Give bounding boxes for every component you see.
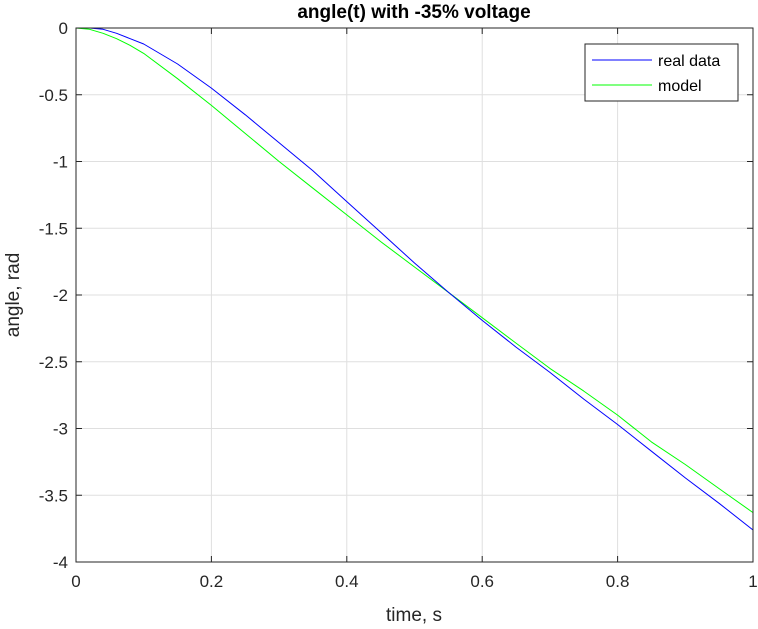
y-axis-label: angle, rad xyxy=(3,253,24,338)
axis-ticks xyxy=(75,27,754,563)
y-tick-label: -0.5 xyxy=(39,86,68,105)
x-tick-label: 0.4 xyxy=(335,572,359,591)
y-tick-label: -3 xyxy=(53,420,68,439)
chart-title: angle(t) with -35% voltage xyxy=(297,2,530,23)
x-tick-labels: 0 0.2 0.4 0.6 0.8 1 xyxy=(71,572,757,591)
series-line-real-data xyxy=(76,27,754,531)
y-tick-label: -1.5 xyxy=(39,219,68,238)
x-tick-label: 1 xyxy=(748,572,757,591)
y-tick-label: -1 xyxy=(53,153,68,172)
legend: real data model xyxy=(584,43,739,102)
y-tick-label: -2.5 xyxy=(39,353,68,372)
y-tick-label: -2 xyxy=(53,286,68,305)
x-tick-label: 0.8 xyxy=(606,572,630,591)
x-tick-label: 0.2 xyxy=(200,572,224,591)
x-tick-label: 0 xyxy=(71,572,80,591)
series-lines xyxy=(75,27,754,531)
x-axis-label: time, s xyxy=(386,605,442,626)
y-tick-label: 0 xyxy=(59,19,68,38)
legend-label-model: model xyxy=(658,78,702,95)
y-tick-labels: 0 -0.5 -1 -1.5 -2 -2.5 -3 -3.5 -4 xyxy=(39,19,68,572)
y-tick-label: -3.5 xyxy=(39,486,68,505)
series-line-model xyxy=(75,27,754,514)
x-tick-label: 0.6 xyxy=(470,572,494,591)
y-tick-label: -4 xyxy=(53,553,68,572)
legend-box xyxy=(584,43,739,102)
legend-label-real-data: real data xyxy=(658,53,720,70)
